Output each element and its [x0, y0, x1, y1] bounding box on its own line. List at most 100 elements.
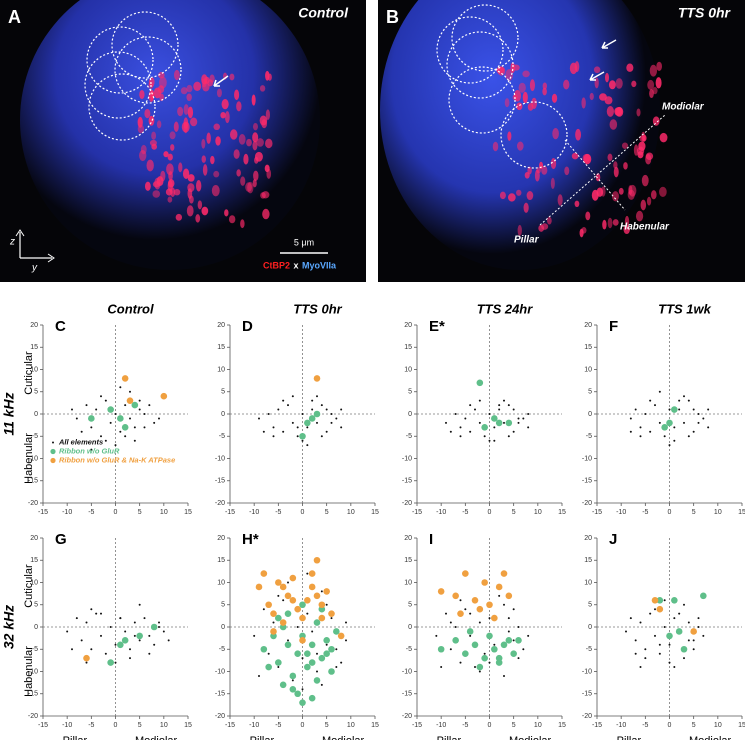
marker: [505, 592, 513, 600]
point: [449, 430, 452, 433]
y-label: Cuticular: [23, 564, 35, 608]
point: [517, 657, 520, 660]
punctum: [542, 82, 548, 90]
marker: [289, 597, 297, 604]
marker: [313, 410, 321, 418]
point: [71, 648, 73, 651]
marker: [260, 570, 268, 577]
punctum: [265, 70, 270, 81]
punctum: [647, 79, 655, 90]
punctum: [557, 194, 563, 206]
punctum: [259, 85, 266, 92]
punctum: [510, 62, 516, 74]
y-tick-label: 5: [588, 602, 592, 609]
point: [673, 666, 676, 669]
punctum: [167, 179, 175, 188]
punctum: [626, 63, 634, 72]
legend-swatch: [50, 457, 56, 464]
x-tick-label: -10: [62, 722, 72, 729]
marker: [476, 663, 484, 671]
punctum: [186, 205, 194, 217]
point: [258, 417, 260, 420]
point: [277, 666, 280, 669]
point: [129, 648, 131, 651]
x-tick-label: 10: [534, 509, 542, 516]
punctum: [229, 129, 238, 140]
punctum: [564, 166, 570, 176]
punctum: [187, 106, 194, 119]
x-tick-label: -10: [249, 722, 259, 729]
punctum: [201, 155, 206, 163]
x-tick-label: 0: [114, 722, 118, 729]
marker: [304, 650, 311, 657]
marker: [462, 570, 469, 577]
marker: [88, 415, 95, 422]
x-tick-label: -15: [412, 509, 422, 516]
punctum: [201, 74, 208, 85]
marker: [680, 645, 688, 653]
marker: [471, 597, 479, 604]
y-tick-label: -15: [402, 478, 412, 485]
point: [668, 408, 671, 411]
punctum: [251, 94, 256, 106]
punctum: [259, 115, 268, 126]
x-tick-label: 5: [692, 722, 696, 729]
point: [503, 674, 505, 677]
punctum: [156, 120, 162, 129]
punctum: [236, 169, 241, 177]
y-tick-label: 0: [34, 624, 38, 631]
punctum: [187, 188, 193, 200]
punctum: [207, 79, 214, 87]
punctum: [659, 186, 667, 197]
punctum: [529, 79, 535, 92]
point: [663, 599, 666, 602]
marker: [136, 632, 143, 640]
punctum: [201, 206, 209, 216]
x-tick-label: 15: [371, 722, 379, 729]
marker: [313, 556, 321, 564]
marker: [308, 570, 316, 577]
x-tick-label: -5: [642, 509, 648, 516]
y-tick-label: 20: [404, 322, 412, 329]
point: [119, 430, 122, 433]
punctum: [178, 162, 183, 173]
punctum: [233, 149, 240, 159]
point: [85, 661, 88, 664]
point: [663, 435, 666, 438]
point: [272, 426, 275, 429]
point: [478, 399, 481, 402]
marker: [304, 419, 311, 427]
point: [644, 648, 647, 651]
y-tick-label: -15: [402, 691, 412, 698]
marker: [500, 570, 508, 577]
punctum: [656, 61, 662, 71]
point: [316, 421, 318, 424]
punctum: [522, 91, 528, 104]
marker: [284, 610, 292, 617]
x-tick-label: 10: [160, 509, 168, 516]
marker: [491, 415, 498, 422]
point: [517, 626, 520, 628]
punctum: [527, 166, 532, 175]
point: [306, 426, 309, 429]
marker: [299, 601, 306, 609]
punctum: [144, 108, 151, 119]
point: [692, 430, 695, 433]
y-tick-label: -5: [32, 433, 38, 440]
point: [488, 413, 491, 415]
punctum: [173, 188, 181, 196]
y-tick-label: -20: [28, 500, 38, 507]
stain: MyoVIIa: [302, 260, 337, 270]
point: [148, 404, 151, 407]
punctum: [571, 152, 579, 160]
punctum: [246, 138, 252, 147]
point: [90, 608, 93, 611]
y-tick-label: -10: [402, 455, 412, 462]
point: [272, 621, 275, 624]
punctum: [623, 225, 630, 235]
marker: [294, 690, 301, 698]
marker: [505, 419, 513, 427]
marker: [117, 641, 124, 649]
y-tick-label: 15: [217, 557, 225, 564]
